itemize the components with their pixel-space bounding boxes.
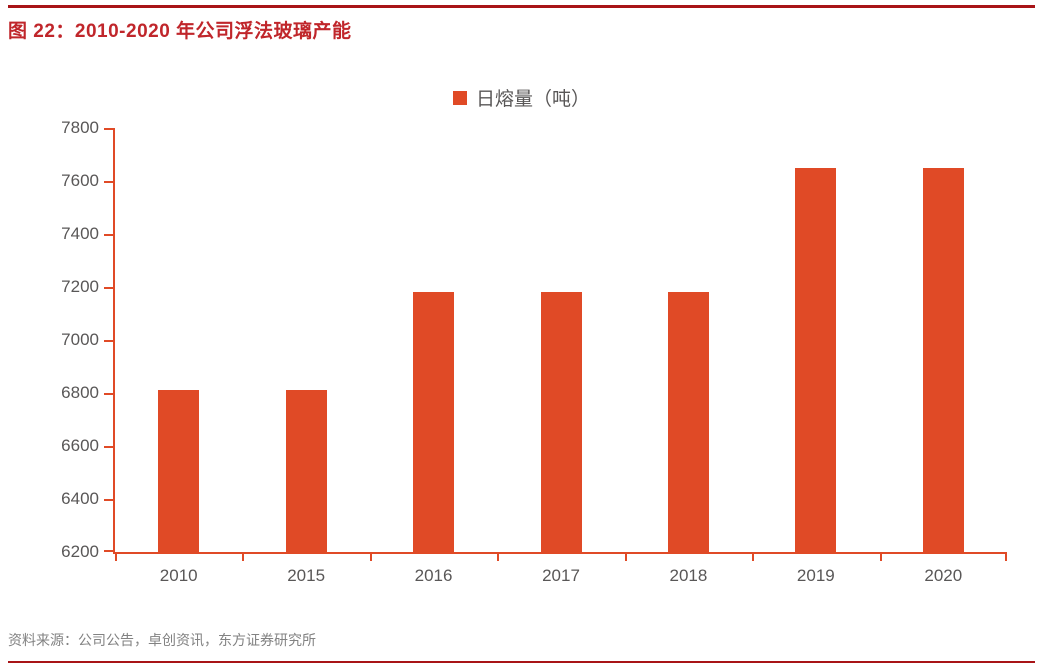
bar-2016 bbox=[413, 292, 455, 552]
x-axis-category-label: 2010 bbox=[159, 566, 198, 585]
bar-chart-plot-area: 6200 6400 6600 6800 7000 7200 7400 7600 7800 2010… bbox=[61, 118, 1007, 585]
y-axis-tick-label: 6800 bbox=[61, 383, 99, 402]
legend-swatch-icon bbox=[452, 90, 467, 105]
x-axis-tick bbox=[624, 554, 627, 561]
x-axis-category-label: 2019 bbox=[796, 566, 835, 585]
y-axis-tick bbox=[104, 181, 113, 183]
y-axis-tick-label: 7000 bbox=[61, 330, 99, 349]
x-axis-category-label: 2016 bbox=[414, 566, 453, 585]
bar-2018 bbox=[667, 292, 709, 552]
x-axis-tick bbox=[752, 554, 755, 561]
y-axis-tick-label: 7200 bbox=[61, 277, 99, 296]
y-axis-tick bbox=[104, 234, 113, 236]
figure-title: 图 22：2010-2020 年公司浮法玻璃产能 bbox=[8, 21, 352, 42]
x-axis-category-label: 2020 bbox=[924, 566, 963, 585]
legend-label: 日熔量（吨） bbox=[475, 89, 590, 110]
y-axis-tick bbox=[104, 499, 113, 501]
x-axis-category-label: 2017 bbox=[542, 566, 580, 585]
x-axis-tick bbox=[115, 554, 117, 561]
y-axis-tick bbox=[104, 446, 113, 448]
y-axis-tick-label: 7600 bbox=[61, 171, 99, 190]
y-axis-tick bbox=[104, 287, 113, 289]
y-axis-tick bbox=[104, 340, 113, 342]
x-axis-tick bbox=[242, 554, 245, 561]
y-axis-tick-label: 6600 bbox=[61, 436, 99, 455]
x-axis-tick bbox=[497, 554, 500, 561]
bar-2017 bbox=[540, 292, 582, 552]
y-axis-tick-label: 6200 bbox=[61, 542, 99, 561]
y-axis-tick-label: 7800 bbox=[61, 118, 99, 137]
chart-legend: 日熔量（吨） bbox=[0, 84, 1043, 111]
source-note: 资料来源：公司公告，卓创资讯，东方证券研究所 bbox=[8, 632, 316, 648]
x-axis-tick bbox=[369, 554, 372, 561]
y-axis-tick bbox=[104, 128, 113, 130]
x-axis-category-label: 2015 bbox=[287, 566, 326, 585]
y-axis-tick-label: 6400 bbox=[61, 489, 99, 508]
x-axis-tick bbox=[1005, 554, 1007, 561]
top-divider bbox=[8, 5, 1035, 8]
y-axis-tick-label: 7400 bbox=[61, 224, 99, 243]
bar-2010 bbox=[158, 390, 200, 552]
y-axis-tick bbox=[104, 550, 113, 552]
x-axis-tick bbox=[879, 554, 882, 561]
bar-2020 bbox=[922, 167, 964, 552]
x-axis-category-label: 2018 bbox=[669, 566, 708, 585]
bottom-divider bbox=[8, 661, 1035, 663]
bar-2015 bbox=[285, 390, 327, 552]
bar-2019 bbox=[795, 167, 837, 552]
y-axis-tick bbox=[104, 393, 113, 395]
